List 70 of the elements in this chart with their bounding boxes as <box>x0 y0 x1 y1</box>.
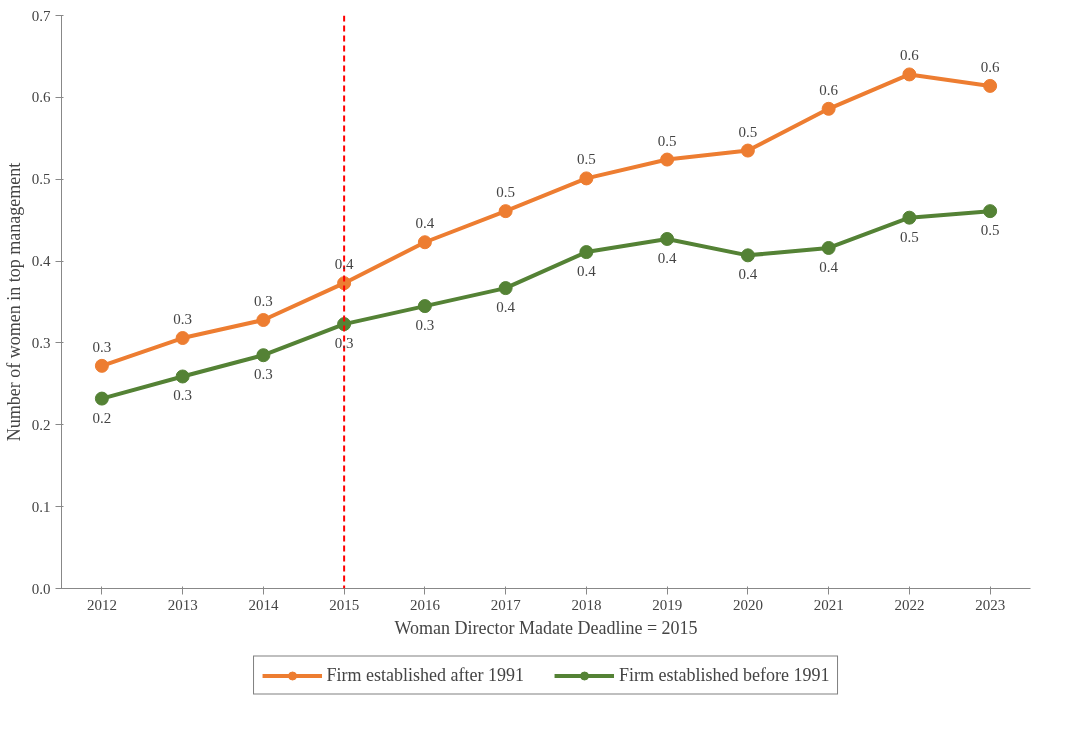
x-tick-label: 2013 <box>167 596 198 613</box>
data-label: 0.3 <box>173 387 192 404</box>
y-tick-label: 0.3 <box>31 334 51 351</box>
point <box>821 101 836 116</box>
data-label: 0.3 <box>415 317 435 334</box>
y-tick-label: 0.7 <box>31 7 51 24</box>
data-label: 0.4 <box>334 256 354 273</box>
y-tick-label: 0.1 <box>31 498 51 515</box>
data-label: 0.4 <box>738 266 758 283</box>
data-label: 0.5 <box>577 151 596 168</box>
point <box>256 313 271 327</box>
x-tick-label: 2017 <box>490 596 522 613</box>
point <box>983 204 998 219</box>
y-tick-label: 0.6 <box>31 89 51 106</box>
point <box>740 143 755 158</box>
y-axis-title: Number of women in top management <box>3 162 24 442</box>
point <box>660 152 675 167</box>
data-label: 0.5 <box>738 123 758 140</box>
point <box>498 281 513 296</box>
y-tick-label: 0.5 <box>31 171 51 188</box>
data-label: 0.5 <box>900 228 919 245</box>
y-tick-label: 0.0 <box>31 580 51 597</box>
data-label: 0.3 <box>173 311 192 328</box>
point <box>417 235 432 250</box>
data-label: 0.6 <box>819 81 839 98</box>
point <box>256 348 271 363</box>
x-tick-label: 2019 <box>652 596 683 613</box>
data-label: 0.5 <box>496 184 515 201</box>
point <box>740 248 755 263</box>
point <box>498 204 513 219</box>
data-label: 0.4 <box>819 258 839 275</box>
point <box>94 391 109 406</box>
point <box>579 245 594 260</box>
y-tick-label: 0.2 <box>31 416 51 433</box>
data-label: 0.4 <box>415 215 435 232</box>
data-label: 0.3 <box>92 338 112 355</box>
data-label: 0.3 <box>254 366 273 383</box>
point <box>902 210 917 225</box>
point <box>579 171 594 186</box>
point <box>660 231 675 246</box>
data-label: 0.3 <box>254 293 273 310</box>
data-label: 0.3 <box>334 335 354 352</box>
legend-label: Firm established before 1991 <box>619 664 830 686</box>
point <box>821 240 836 255</box>
data-label: 0.4 <box>657 249 677 266</box>
point <box>902 67 917 82</box>
data-label: 0.4 <box>577 263 597 280</box>
y-tick-label: 0.4 <box>31 253 51 270</box>
point <box>175 331 190 345</box>
point <box>94 358 109 373</box>
point <box>417 299 432 314</box>
legend-label: Firm established after 1991 <box>326 664 524 686</box>
x-tick-label: 2018 <box>571 596 602 613</box>
x-tick-label: 2014 <box>248 596 279 613</box>
data-label: 0.5 <box>657 132 677 149</box>
x-tick-label: 2023 <box>975 596 1006 613</box>
x-tick-label: 2016 <box>409 596 441 613</box>
x-tick-label: 2015 <box>329 596 360 613</box>
x-tick-label: 2012 <box>86 596 117 613</box>
data-label: 0.4 <box>496 299 516 316</box>
data-label: 0.6 <box>980 58 1000 75</box>
point <box>175 369 190 384</box>
x-tick-label: 2020 <box>732 596 763 613</box>
data-label: 0.2 <box>92 409 112 426</box>
x-tick-label: 2022 <box>894 596 925 613</box>
data-label: 0.5 <box>980 222 1000 239</box>
data-label: 0.6 <box>900 47 920 64</box>
x-tick-label: 2021 <box>813 596 844 613</box>
point <box>983 78 998 93</box>
x-axis-title: Woman Director Madate Deadline = 2015 <box>394 617 698 638</box>
